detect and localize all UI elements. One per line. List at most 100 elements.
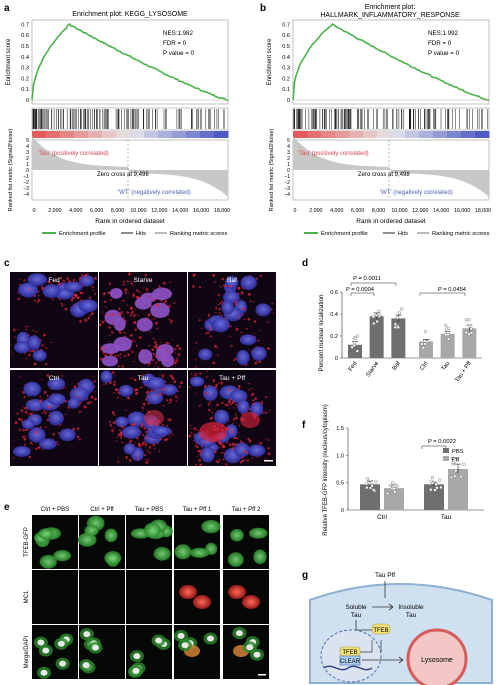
micrograph-ctrl: Ctrl xyxy=(10,370,98,466)
lysosome-puncta xyxy=(148,345,151,347)
lysosome-puncta xyxy=(165,299,168,302)
lysosome-puncta xyxy=(92,375,94,377)
panel-e-column-label: Tau + Pff 2 xyxy=(232,507,261,513)
panel-b: b Enrichment plot: HALLMARK_INFLAMMATORY… xyxy=(260,3,491,237)
lysosome-puncta xyxy=(173,380,177,384)
panel-f-legend: PBS Pff xyxy=(443,448,464,463)
lysosome-puncta xyxy=(167,314,170,317)
lysosome-puncta xyxy=(267,347,270,350)
lysosome-puncta xyxy=(229,284,232,288)
lysosome-puncta xyxy=(238,385,241,388)
lysosome-puncta xyxy=(119,433,123,437)
lysosome-puncta xyxy=(110,314,112,316)
lysosome-puncta xyxy=(17,298,20,300)
lysosome-puncta xyxy=(231,447,234,450)
lysosome-puncta xyxy=(160,348,162,350)
a-grad-cell xyxy=(130,131,145,138)
tfeb-cytoplasm xyxy=(371,623,391,635)
lysosome-puncta xyxy=(173,302,176,304)
lysosome-puncta xyxy=(118,355,120,357)
tfeb-gfp-cell xyxy=(144,522,161,538)
lysosome-puncta xyxy=(149,279,151,282)
panel-b-ylabel-top: Enrichment score xyxy=(267,38,273,85)
lysosome-puncta xyxy=(43,391,47,394)
panel-b-es-frame xyxy=(292,19,490,105)
panel-d-point xyxy=(467,318,471,322)
lysosome-puncta xyxy=(175,359,178,362)
lysosome-puncta xyxy=(103,347,106,350)
panel-a-ylabel-bottom: Ranked list metric (Signal2Noise) xyxy=(8,129,14,212)
lysosome-puncta xyxy=(216,460,220,464)
lysosome-puncta xyxy=(249,300,252,303)
tau-pff-label: Tau Pff xyxy=(375,572,395,579)
lysosome-puncta xyxy=(58,298,61,301)
lysosome-puncta xyxy=(143,441,146,444)
lysosome-puncta xyxy=(59,424,62,426)
a-xtick: 10,000 xyxy=(130,208,146,214)
lysosome-puncta xyxy=(19,278,21,280)
lysosome-puncta xyxy=(170,401,172,404)
lysosome-puncta xyxy=(264,411,268,414)
b-grad-cell xyxy=(293,131,308,138)
lysosome-puncta xyxy=(127,353,130,357)
lysosome-puncta xyxy=(222,444,225,448)
panel-d-chart: 0 0.2 0.4 0.6 Fed Starve Baf Ctrl Tau Tau + Pff xyxy=(330,282,482,384)
b-es-ytick: 0.6 xyxy=(282,33,290,39)
lysosome-puncta xyxy=(24,406,28,410)
lysosome-puncta xyxy=(145,391,149,394)
lysosome-puncta xyxy=(220,381,223,384)
b-es-line xyxy=(292,23,489,101)
lysosome-puncta xyxy=(35,331,37,333)
lysosome-puncta xyxy=(99,386,101,388)
lysosome-puncta xyxy=(135,392,138,395)
lysosome-puncta xyxy=(111,352,114,355)
lysosome-puncta xyxy=(227,401,230,404)
lysosome-puncta xyxy=(22,429,25,432)
lysosome-puncta xyxy=(38,290,40,292)
panel-f-point xyxy=(365,477,370,481)
lysosome-puncta xyxy=(174,395,178,398)
lysosome-puncta xyxy=(247,317,251,321)
nucleus-dapi xyxy=(146,377,166,390)
lysosome-puncta xyxy=(199,463,202,467)
tile-bg xyxy=(32,570,78,624)
lysosome-puncta xyxy=(142,402,146,406)
b-xtick: 2,000 xyxy=(309,208,322,214)
nucleus-dapi xyxy=(152,287,172,301)
lysosome-puncta xyxy=(13,328,16,332)
panel-f-bar xyxy=(448,469,468,510)
lysosome-puncta xyxy=(12,457,15,459)
lysosome-puncta xyxy=(150,389,152,391)
nucleus-dapi xyxy=(59,428,76,442)
lysosome-puncta xyxy=(67,406,70,409)
lysosome-puncta xyxy=(61,415,63,417)
lysosome-puncta xyxy=(113,380,116,384)
lysosome-puncta xyxy=(162,423,164,426)
lysosome-puncta xyxy=(259,329,261,331)
lysosome-puncta xyxy=(154,341,157,344)
lysosome-puncta xyxy=(215,307,218,310)
lysosome-puncta xyxy=(143,427,146,430)
lysosome-puncta xyxy=(64,307,68,311)
lysosome-puncta xyxy=(20,409,24,412)
panel-a-neg-label: 'WT' (negatively correlated) xyxy=(118,190,191,196)
lysosome-puncta xyxy=(145,288,149,291)
lysosome-puncta xyxy=(193,427,196,430)
lysosome-puncta xyxy=(121,365,124,368)
panel-d-point xyxy=(393,325,397,329)
panel-e-letter: e xyxy=(4,502,10,513)
lysosome-puncta xyxy=(77,296,80,299)
lysosome-puncta xyxy=(271,303,274,305)
lysosome-puncta xyxy=(84,274,87,278)
lysosome-puncta xyxy=(28,354,31,357)
panel-f-legend-pbs: PBS xyxy=(452,449,464,455)
panel-f-xtick: Ctrl xyxy=(377,514,387,521)
panel-a-legend-enrichment: Enrichment profile xyxy=(59,231,106,237)
lysosome-puncta xyxy=(122,283,125,286)
a-xtick: 12,000 xyxy=(151,208,167,214)
nucleus-dapi xyxy=(115,416,129,428)
lysosome-puncta xyxy=(79,401,82,404)
lysosome-puncta xyxy=(218,312,220,314)
lysosome-puncta xyxy=(99,345,101,347)
lysosome-puncta xyxy=(228,399,231,402)
